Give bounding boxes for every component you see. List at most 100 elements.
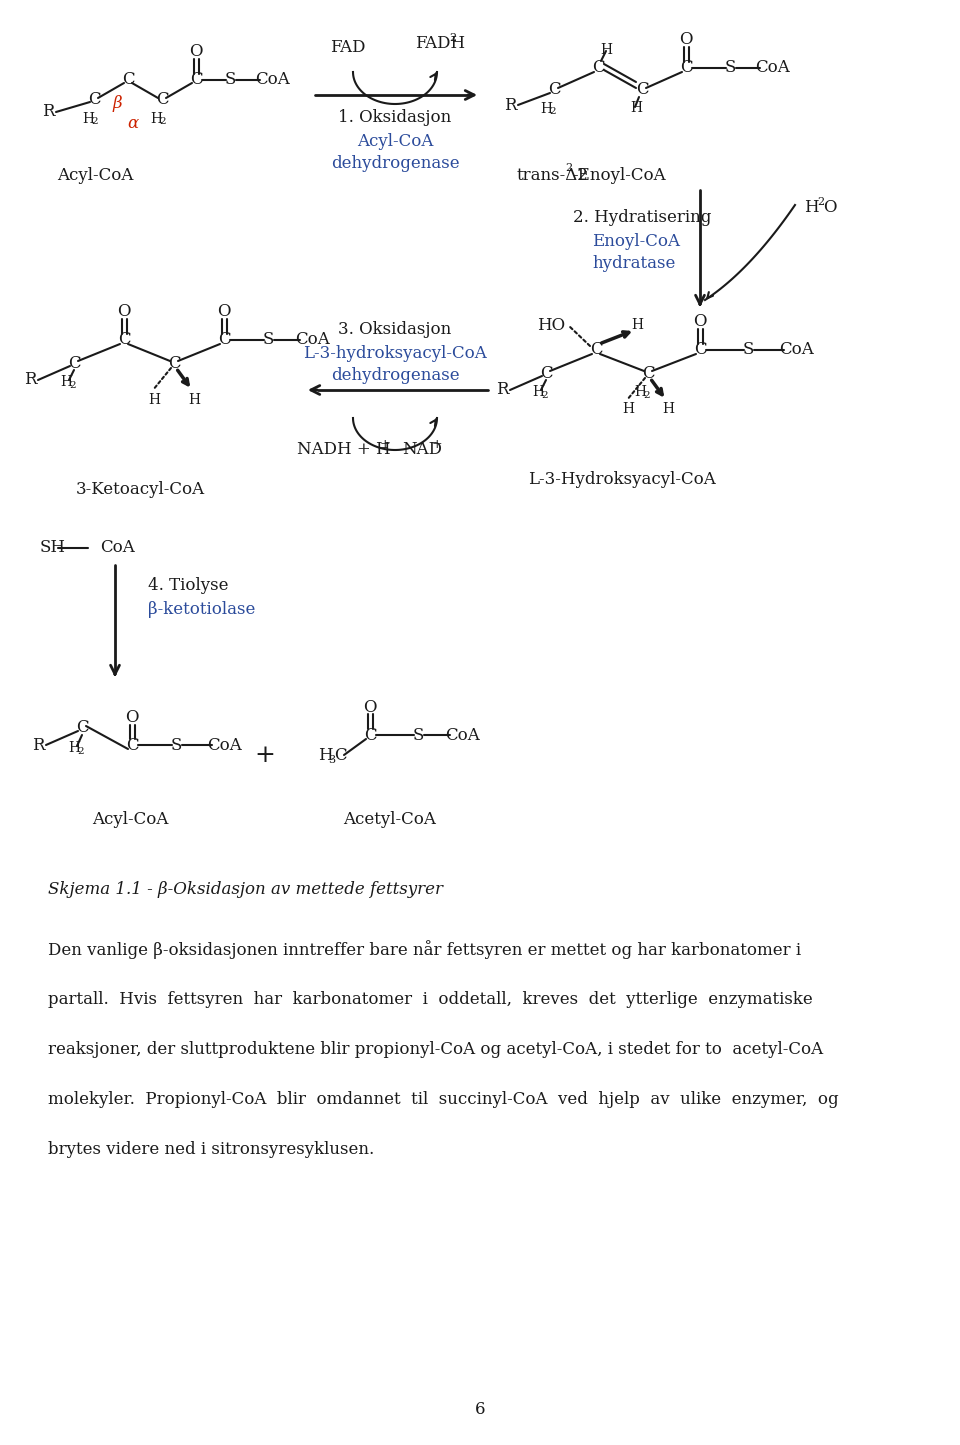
Text: C: C (694, 341, 707, 358)
Text: S: S (225, 71, 236, 88)
Text: H: H (631, 318, 643, 332)
Text: R: R (24, 371, 36, 389)
Text: 2: 2 (70, 380, 76, 390)
Text: C: C (540, 364, 552, 381)
Text: C: C (76, 720, 88, 737)
Text: H: H (804, 199, 819, 217)
Text: H: H (82, 113, 94, 126)
Text: trans-Δ2: trans-Δ2 (517, 166, 588, 184)
Text: 2: 2 (449, 33, 456, 43)
Text: C: C (190, 71, 203, 88)
Text: β: β (112, 94, 122, 111)
Text: O: O (125, 709, 139, 727)
Text: Enoyl-CoA: Enoyl-CoA (592, 234, 680, 250)
Text: partall.  Hvis  fettsyren  har  karbonatomer  i  oddetall,  kreves  det  ytterli: partall. Hvis fettsyren har karbonatomer… (48, 991, 813, 1009)
Text: H: H (622, 402, 634, 416)
Text: CoA: CoA (207, 737, 242, 753)
Text: S: S (170, 737, 181, 753)
Text: C: C (641, 364, 655, 381)
Text: 1. Oksidasjon: 1. Oksidasjon (338, 110, 451, 127)
Text: 3. Oksidasjon: 3. Oksidasjon (338, 321, 451, 338)
Text: C: C (156, 91, 168, 108)
Text: CoA: CoA (255, 71, 290, 88)
Text: 3-Ketoacyl-CoA: 3-Ketoacyl-CoA (76, 481, 204, 499)
Text: +: + (432, 438, 443, 451)
Text: C: C (591, 59, 604, 77)
Text: Acyl-CoA: Acyl-CoA (92, 812, 168, 828)
Text: H: H (150, 113, 162, 126)
Text: 2: 2 (78, 747, 84, 756)
Text: brytes videre ned i sitronsyresyklusen.: brytes videre ned i sitronsyresyklusen. (48, 1142, 374, 1159)
Text: R: R (495, 381, 508, 399)
Text: FAD: FAD (330, 39, 366, 56)
Text: S: S (724, 59, 735, 77)
Text: C: C (118, 331, 131, 348)
Text: O: O (217, 303, 230, 321)
Text: FADH: FADH (415, 35, 466, 52)
Text: Den vanlige β-oksidasjonen inntreffer bare når fettsyren er mettet og har karbon: Den vanlige β-oksidasjonen inntreffer ba… (48, 941, 802, 959)
Text: H: H (662, 402, 674, 416)
Text: R: R (504, 97, 516, 114)
Text: -Enoyl-CoA: -Enoyl-CoA (572, 166, 665, 184)
Text: hydratase: hydratase (592, 256, 676, 273)
Text: CoA: CoA (100, 539, 134, 556)
Text: C: C (364, 727, 376, 744)
Text: CoA: CoA (756, 59, 790, 77)
Text: β-ketotiolase: β-ketotiolase (148, 601, 255, 618)
Text: dehydrogenase: dehydrogenase (330, 367, 459, 384)
Text: C: C (68, 354, 81, 371)
Text: H: H (68, 741, 80, 754)
Text: NAD: NAD (402, 442, 442, 458)
Text: H: H (634, 384, 646, 399)
Text: H: H (630, 101, 642, 116)
Text: reaksjoner, der sluttproduktene blir propionyl-CoA og acetyl-CoA, i stedet for t: reaksjoner, der sluttproduktene blir pro… (48, 1042, 823, 1059)
Text: O: O (693, 314, 707, 331)
Text: H: H (532, 384, 544, 399)
Text: R: R (41, 104, 55, 120)
Text: Acyl-CoA: Acyl-CoA (357, 133, 433, 150)
Text: 2: 2 (550, 107, 556, 117)
Text: O: O (117, 303, 131, 321)
Text: L-3-Hydroksyacyl-CoA: L-3-Hydroksyacyl-CoA (528, 471, 716, 488)
Text: C: C (680, 59, 692, 77)
Text: C: C (548, 81, 561, 98)
Text: Acyl-CoA: Acyl-CoA (57, 166, 133, 184)
Text: H: H (540, 103, 552, 116)
Text: 2: 2 (92, 117, 98, 127)
Text: C: C (87, 91, 100, 108)
Text: C: C (122, 71, 134, 88)
Text: CoA: CoA (780, 341, 814, 358)
Text: C: C (126, 737, 138, 753)
Text: SH: SH (40, 539, 66, 556)
Text: 2: 2 (644, 390, 650, 399)
Text: C: C (636, 81, 648, 98)
Text: molekyler.  Propionyl-CoA  blir  omdannet  til  succinyl-CoA  ved  hjelp  av  ul: molekyler. Propionyl-CoA blir omdannet t… (48, 1091, 839, 1108)
Text: dehydrogenase: dehydrogenase (330, 156, 459, 172)
Text: H: H (318, 747, 332, 763)
Text: +: + (254, 744, 276, 766)
Text: CoA: CoA (445, 727, 480, 744)
Text: C: C (218, 331, 230, 348)
Text: R: R (32, 737, 44, 753)
Text: 2: 2 (817, 197, 824, 207)
Text: S: S (742, 341, 754, 358)
Text: Skjema 1.1 - β-Oksidasjon av mettede fettsyrer: Skjema 1.1 - β-Oksidasjon av mettede fet… (48, 881, 443, 899)
Text: 6: 6 (475, 1402, 485, 1419)
Text: L-3-hydroksyacyl-CoA: L-3-hydroksyacyl-CoA (303, 345, 487, 363)
Text: 3: 3 (328, 754, 335, 764)
Text: O: O (363, 698, 376, 715)
Text: H: H (600, 43, 612, 56)
Text: Acetyl-CoA: Acetyl-CoA (344, 812, 437, 828)
Text: α: α (128, 116, 138, 133)
Text: O: O (189, 43, 203, 61)
Text: C: C (589, 341, 602, 358)
Text: CoA: CoA (296, 331, 330, 348)
Text: 2: 2 (565, 163, 572, 173)
Text: S: S (412, 727, 423, 744)
Text: S: S (262, 331, 274, 348)
Text: H: H (60, 376, 72, 389)
Text: C: C (168, 354, 180, 371)
Text: H: H (148, 393, 160, 407)
Text: 2: 2 (541, 390, 548, 399)
Text: +: + (380, 438, 391, 451)
